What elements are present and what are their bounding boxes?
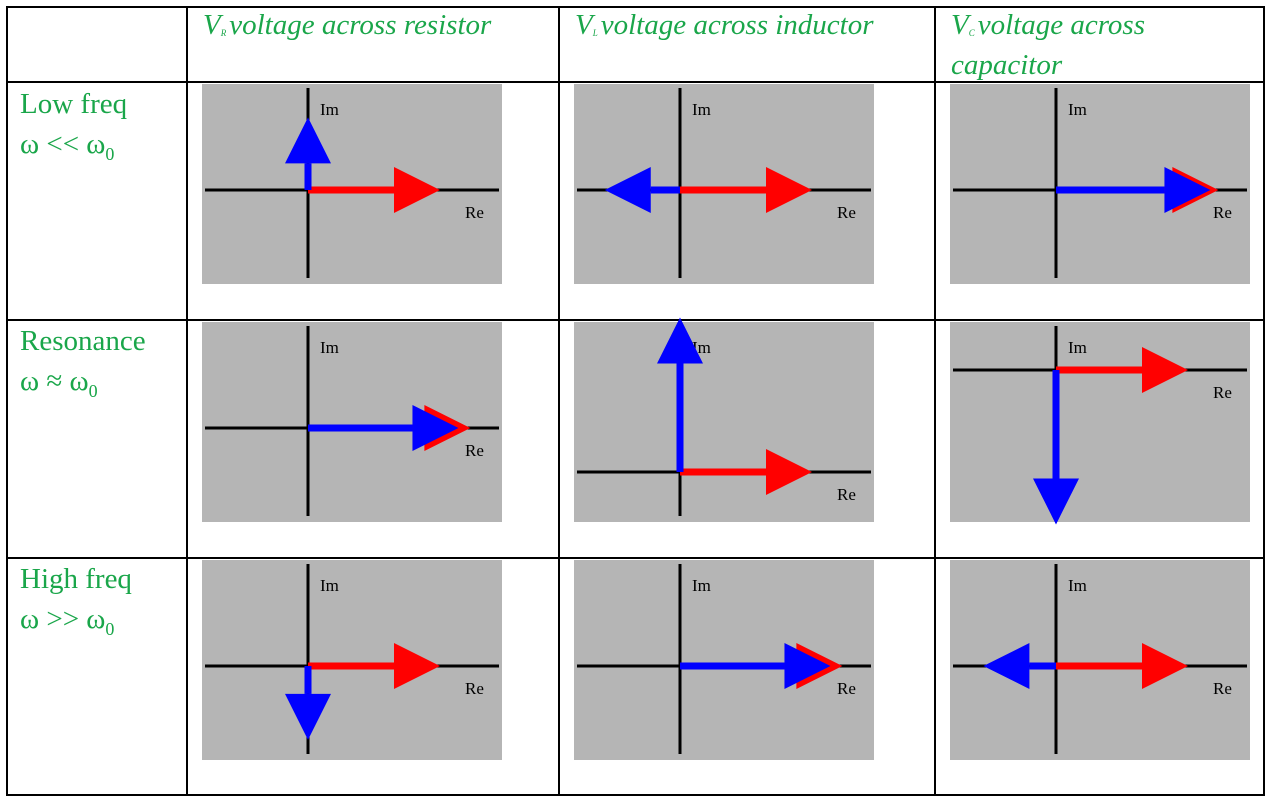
red-phasor-arrow bbox=[680, 167, 812, 213]
im-axis-label: Im bbox=[320, 338, 339, 357]
phasor-plot: Im Re bbox=[950, 560, 1250, 760]
blue-phasor-arrow-shaft bbox=[650, 186, 680, 194]
plot-background bbox=[202, 84, 502, 284]
red-phasor-arrow-shaft bbox=[1056, 366, 1142, 374]
red-phasor-arrow bbox=[1056, 643, 1188, 689]
blue-phasor-arrow-head bbox=[1164, 167, 1211, 213]
header-resistor: VR voltage across resistor bbox=[203, 9, 492, 41]
phasor-plot: Im Re bbox=[950, 322, 1250, 525]
blue-phasor-arrow-head bbox=[784, 643, 831, 689]
blue-phasor-arrow-head bbox=[604, 167, 651, 213]
row-label-low: Low freq ω << ω0 bbox=[20, 88, 128, 164]
row-divider bbox=[6, 557, 1265, 559]
red-phasor-arrow-head bbox=[1142, 643, 1188, 689]
red-phasor-arrow-head bbox=[1142, 347, 1188, 393]
blue-phasor-arrow bbox=[1056, 167, 1211, 213]
blue-phasor-arrow-head bbox=[285, 693, 331, 740]
red-phasor-arrow-head bbox=[394, 167, 440, 213]
plot-background bbox=[950, 560, 1250, 760]
red-phasor-arrow-head bbox=[394, 643, 440, 689]
blue-phasor-arrow-shaft bbox=[1056, 186, 1165, 194]
re-axis-label: Re bbox=[837, 679, 856, 698]
im-axis-label: Im bbox=[692, 100, 711, 119]
blue-phasor-arrow bbox=[680, 643, 831, 689]
red-phasor-arrow-shaft bbox=[680, 186, 766, 194]
row-divider bbox=[6, 319, 1265, 321]
blue-phasor-arrow-shaft bbox=[308, 424, 413, 432]
red-phasor-arrow-shaft bbox=[308, 186, 394, 194]
phasor-plot: Im Re bbox=[574, 560, 874, 760]
re-axis-label: Re bbox=[1213, 203, 1232, 222]
plot-background bbox=[202, 560, 502, 760]
red-phasor-arrow-shaft bbox=[1056, 662, 1142, 670]
red-phasor-arrow-shaft bbox=[308, 662, 394, 670]
plot-background bbox=[950, 322, 1250, 522]
header-capacitor: VC voltage across capacitor bbox=[951, 9, 1145, 81]
blue-phasor-arrow-head bbox=[1033, 478, 1079, 525]
red-phasor-arrow-shaft bbox=[680, 468, 766, 476]
phasor-table bbox=[6, 6, 1265, 796]
blue-phasor-arrow bbox=[285, 666, 331, 740]
re-axis-label: Re bbox=[465, 441, 484, 460]
phasor-plot: Im Re bbox=[202, 322, 502, 522]
im-axis-label: Im bbox=[1068, 338, 1087, 357]
blue-phasor-arrow bbox=[285, 117, 331, 190]
row-label-resonance: Resonance ω ≈ ω0 bbox=[20, 325, 146, 401]
re-axis-label: Re bbox=[465, 203, 484, 222]
blue-phasor-arrow-shaft bbox=[304, 163, 312, 190]
blue-phasor-arrow bbox=[604, 167, 680, 213]
column-divider bbox=[934, 6, 936, 796]
blue-phasor-arrow-head bbox=[285, 117, 331, 164]
red-phasor-arrow bbox=[1056, 347, 1188, 393]
phasor-plot: Im Re bbox=[202, 560, 502, 760]
red-phasor-arrow bbox=[308, 643, 440, 689]
blue-phasor-arrow-head bbox=[983, 643, 1030, 689]
im-axis-label: Im bbox=[1068, 576, 1087, 595]
plot-background bbox=[574, 322, 874, 522]
phasor-plot: Im Re bbox=[950, 84, 1250, 284]
im-axis-label: Im bbox=[692, 576, 711, 595]
re-axis-label: Re bbox=[837, 485, 856, 504]
header-inductor: VL voltage across inductor bbox=[575, 9, 874, 41]
blue-phasor-arrow-head bbox=[657, 317, 703, 364]
re-axis-label: Re bbox=[1213, 679, 1232, 698]
re-axis-label: Re bbox=[1213, 383, 1232, 402]
blue-phasor-arrow-shaft bbox=[676, 363, 684, 472]
blue-phasor-arrow bbox=[1033, 370, 1079, 525]
blue-phasor-arrow-shaft bbox=[680, 662, 785, 670]
red-phasor-arrow bbox=[680, 449, 812, 495]
blue-phasor-arrow bbox=[983, 643, 1056, 689]
blue-phasor-arrow bbox=[657, 317, 703, 472]
blue-phasor-arrow-head bbox=[412, 405, 459, 451]
re-axis-label: Re bbox=[837, 203, 856, 222]
row-label-high: High freq ω >> ω0 bbox=[20, 563, 132, 639]
blue-phasor-arrow-shaft bbox=[1052, 370, 1060, 479]
im-axis-label: Im bbox=[1068, 100, 1087, 119]
phasor-plot: Im Re bbox=[574, 84, 874, 284]
blue-phasor-arrow-shaft bbox=[1029, 662, 1056, 670]
red-phasor-arrow bbox=[308, 167, 440, 213]
row-divider bbox=[6, 81, 1265, 83]
red-phasor-arrow-head bbox=[766, 167, 812, 213]
blue-phasor-arrow bbox=[308, 405, 459, 451]
re-axis-label: Re bbox=[465, 679, 484, 698]
phasor-plot: Im Re bbox=[202, 84, 502, 284]
column-divider bbox=[558, 6, 560, 796]
im-axis-label: Im bbox=[320, 576, 339, 595]
column-divider bbox=[186, 6, 188, 796]
blue-phasor-arrow-shaft bbox=[304, 666, 312, 694]
red-phasor-arrow-head bbox=[766, 449, 812, 495]
im-axis-label: Im bbox=[320, 100, 339, 119]
